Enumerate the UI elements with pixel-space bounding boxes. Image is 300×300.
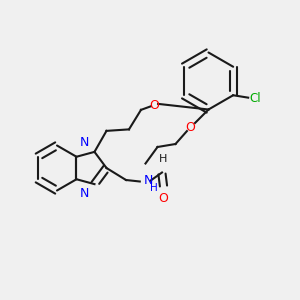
Text: O: O: [149, 99, 159, 112]
Text: H: H: [150, 183, 158, 193]
Text: N: N: [80, 136, 89, 149]
Text: N: N: [80, 187, 89, 200]
Text: O: O: [158, 192, 168, 205]
Text: O: O: [186, 121, 195, 134]
Text: H: H: [159, 154, 167, 164]
Text: N: N: [144, 173, 153, 187]
Text: Cl: Cl: [250, 92, 261, 105]
